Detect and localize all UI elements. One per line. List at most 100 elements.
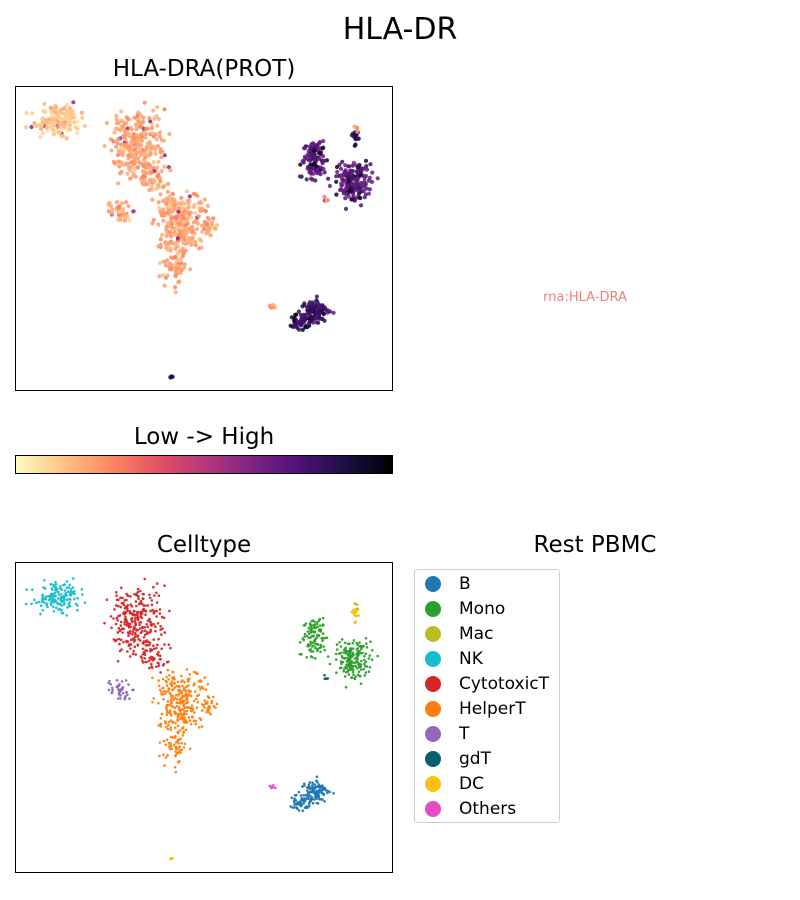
celltype-point (114, 604, 118, 607)
expression-point (119, 124, 124, 129)
expression-point (326, 176, 331, 181)
celltype-point (161, 693, 165, 696)
prot-scatter-plot (15, 86, 393, 391)
celltype-point (164, 722, 168, 725)
celltype-point (161, 677, 165, 681)
expression-point (29, 124, 34, 130)
celltype-point (181, 726, 185, 729)
celltype-point (165, 706, 168, 710)
expression-point (114, 138, 119, 144)
celltype-point (313, 783, 317, 786)
legend-label: DC (459, 774, 484, 794)
celltype-point (299, 801, 302, 805)
expression-point (214, 223, 220, 228)
celltype-point (135, 594, 138, 597)
expression-point (356, 185, 362, 190)
expression-point (307, 320, 312, 326)
celltype-panel-title: Celltype (156, 532, 252, 558)
expression-point (125, 117, 131, 122)
expression-point (325, 198, 330, 203)
expression-point (349, 133, 354, 138)
celltype-point (176, 680, 180, 684)
celltype-point (157, 637, 160, 641)
celltype-point (202, 703, 205, 707)
celltype-point (177, 685, 181, 689)
expression-point (315, 147, 320, 152)
celltype-point (315, 621, 319, 624)
celltype-point (128, 655, 132, 658)
expression-point (161, 213, 166, 218)
celltype-point (174, 754, 177, 757)
celltype-point (183, 680, 186, 684)
expression-point (349, 182, 354, 187)
celltype-point (326, 791, 329, 795)
expression-point (143, 126, 148, 131)
expression-point (316, 156, 321, 161)
celltype-point (120, 586, 123, 590)
expression-point (178, 218, 183, 223)
celltype-point (116, 619, 119, 622)
celltype-point (119, 697, 122, 700)
celltype-point (308, 785, 311, 788)
celltype-point (132, 649, 135, 653)
celltype-point (165, 709, 169, 712)
expression-point (179, 268, 184, 273)
legend-label: Mono (459, 599, 506, 619)
expression-point (106, 209, 111, 214)
expression-point (184, 210, 189, 215)
celltype-point (169, 699, 173, 702)
expression-point (75, 131, 80, 136)
celltype-point (33, 598, 36, 602)
celltype-point (118, 642, 121, 646)
expression-point (355, 129, 360, 134)
celltype-point (355, 641, 359, 645)
celltype-point (105, 598, 109, 601)
expression-point (181, 215, 186, 221)
celltype-point (52, 610, 56, 613)
expression-point (71, 100, 76, 105)
celltype-point (321, 637, 325, 640)
celltype-point (318, 624, 322, 627)
celltype-point (151, 666, 154, 670)
celltype-point (308, 794, 311, 797)
celltype-point (302, 638, 306, 642)
celltype-point (185, 685, 188, 689)
celltype-point (165, 738, 169, 742)
celltype-point (319, 650, 322, 654)
celltype-point (170, 684, 174, 688)
celltype-point (305, 634, 309, 638)
expression-point (312, 148, 317, 153)
celltype-point (155, 646, 158, 650)
celltype-point (354, 610, 357, 613)
expression-point (315, 310, 320, 316)
expression-point (189, 242, 194, 247)
expression-point (162, 107, 167, 112)
celltype-point (163, 692, 167, 695)
celltype-point (347, 653, 350, 656)
expression-point (111, 139, 116, 144)
celltype-point (153, 610, 157, 613)
celltype-point (133, 593, 136, 596)
celltype-point (143, 629, 147, 632)
celltype-point (134, 653, 138, 656)
celltype-point (182, 731, 185, 734)
expression-point (320, 146, 325, 151)
expression-point (359, 167, 364, 172)
expression-point (138, 153, 143, 158)
celltype-point (157, 679, 160, 682)
celltype-point (68, 597, 71, 601)
expression-point (138, 112, 143, 117)
celltype-point (302, 800, 306, 803)
celltype-point (141, 597, 145, 600)
celltype-point (158, 608, 162, 611)
celltype-point (136, 587, 140, 591)
expression-point (167, 131, 172, 137)
expression-point (347, 164, 352, 169)
expression-point (166, 241, 172, 246)
celltype-point (175, 751, 179, 755)
expression-point (119, 142, 124, 147)
celltype-point (351, 670, 355, 674)
celltype-point (310, 796, 314, 799)
expression-point (343, 171, 348, 176)
celltype-point (52, 595, 56, 598)
